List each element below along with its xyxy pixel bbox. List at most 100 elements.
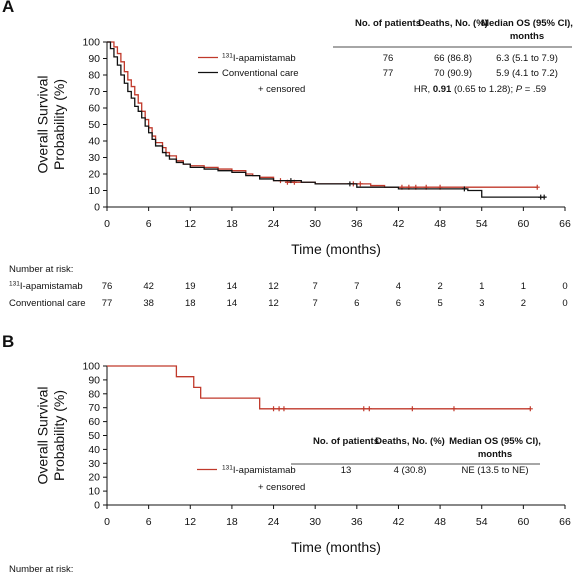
risk-value: 7	[354, 281, 359, 292]
y-tick-label: 30	[88, 458, 100, 470]
y-axis-title-line: Probability (%)	[51, 79, 67, 170]
table-header: months	[478, 449, 512, 460]
legend-label-text: I-apamistamab	[233, 53, 296, 64]
hr-p-symbol: P	[516, 84, 523, 95]
x-tick-label: 42	[393, 516, 405, 528]
censor-mark	[451, 406, 457, 412]
x-tick-label: 60	[518, 516, 530, 528]
censored-legend: + censored	[258, 482, 305, 493]
table-cell-deaths: 70 (90.9)	[434, 68, 472, 79]
y-tick-label: 90	[88, 374, 100, 386]
legend-label: 131I-apamistamab	[222, 465, 296, 477]
risk-value: 12	[268, 281, 279, 292]
x-tick-label: 42	[393, 218, 405, 230]
risk-value: 7	[313, 298, 318, 309]
panel-letter: B	[2, 332, 14, 351]
x-tick-label: 12	[184, 516, 196, 528]
risk-value: 76	[102, 281, 113, 292]
x-tick-label: 12	[184, 218, 196, 230]
table-header: Deaths, No. (%)	[375, 436, 445, 447]
table-header: Median OS (95% CI),	[449, 436, 541, 447]
x-axis-title: Time (months)	[291, 241, 381, 257]
survival-curve	[107, 365, 531, 410]
x-tick-label: 6	[146, 218, 152, 230]
risk-value: 42	[143, 281, 154, 292]
table-cell-patients: 13	[341, 465, 352, 476]
table-cell-deaths: 66 (86.8)	[434, 53, 472, 64]
risk-row-label-sup: 131	[9, 281, 20, 288]
censor-mark	[534, 184, 540, 190]
table-header: Median OS (95% CI),	[481, 18, 573, 29]
censor-mark	[271, 406, 277, 412]
censor-mark	[366, 406, 372, 412]
table-header: No. of patients	[313, 436, 379, 447]
y-tick-label: 0	[94, 500, 100, 512]
panel-letter: A	[2, 0, 14, 16]
risk-value: 19	[185, 281, 196, 292]
legend-label-text: I-apamistamab	[233, 465, 296, 476]
x-axis-title: Time (months)	[291, 539, 381, 555]
y-axis-title: Overall SurvivalProbability (%)	[34, 386, 67, 484]
censor-mark	[357, 181, 363, 187]
risk-value: 3	[479, 298, 484, 309]
x-tick-label: 54	[476, 218, 488, 230]
survival-curve	[107, 41, 538, 188]
y-tick-label: 50	[88, 119, 100, 131]
y-tick-label: 10	[88, 185, 100, 197]
risk-value: 6	[354, 298, 359, 309]
censor-mark	[288, 178, 294, 184]
risk-row-label-text: I-apamistamab	[20, 281, 83, 292]
x-tick-label: 24	[268, 516, 280, 528]
risk-value: 14	[227, 281, 238, 292]
y-tick-label: 0	[94, 202, 100, 214]
y-tick-label: 60	[88, 103, 100, 115]
y-axis-title-line: Overall Survival	[34, 386, 50, 484]
y-tick-label: 80	[88, 70, 100, 82]
y-tick-label: 20	[88, 472, 100, 484]
legend-label-sup: 131	[222, 465, 233, 472]
x-tick-label: 66	[559, 516, 571, 528]
x-tick-label: 18	[226, 218, 238, 230]
risk-row-label: 131I-apamistamab	[9, 281, 83, 293]
table-cell-patients: 77	[383, 68, 394, 79]
risk-value: 38	[143, 298, 154, 309]
risk-value: 7	[313, 281, 318, 292]
table-cell-median: 5.9 (4.1 to 7.2)	[496, 68, 558, 79]
table-header: months	[510, 31, 544, 42]
table-cell-median: 6.3 (5.1 to 7.9)	[496, 53, 558, 64]
y-tick-label: 40	[88, 444, 100, 456]
risk-value: 6	[396, 298, 401, 309]
x-tick-label: 24	[268, 218, 280, 230]
y-tick-label: 70	[88, 402, 100, 414]
y-tick-label: 60	[88, 416, 100, 428]
censor-mark	[461, 186, 467, 192]
y-tick-label: 50	[88, 430, 100, 442]
y-tick-label: 10	[88, 486, 100, 498]
x-tick-label: 18	[226, 516, 238, 528]
risk-value: 0	[562, 298, 567, 309]
risk-title: Number at risk:	[9, 264, 73, 275]
censor-mark	[361, 406, 367, 412]
x-tick-label: 36	[351, 516, 363, 528]
y-axis-title-line: Probability (%)	[51, 390, 67, 481]
table-cell-patients: 76	[383, 53, 394, 64]
hazard-ratio: HR, 0.91 (0.65 to 1.28); P = .59	[414, 84, 546, 95]
x-tick-label: 30	[309, 516, 321, 528]
hr-p-value: = .59	[522, 84, 546, 95]
y-tick-label: 80	[88, 388, 100, 400]
x-tick-label: 48	[434, 218, 446, 230]
legend-label: Conventional care	[222, 68, 299, 79]
censor-mark	[347, 181, 353, 187]
x-tick-label: 6	[146, 516, 152, 528]
x-tick-label: 36	[351, 218, 363, 230]
risk-row-label: Conventional care	[9, 298, 86, 309]
y-tick-label: 40	[88, 136, 100, 148]
x-tick-label: 0	[104, 218, 110, 230]
censor-mark	[276, 406, 282, 412]
y-tick-label: 70	[88, 86, 100, 98]
